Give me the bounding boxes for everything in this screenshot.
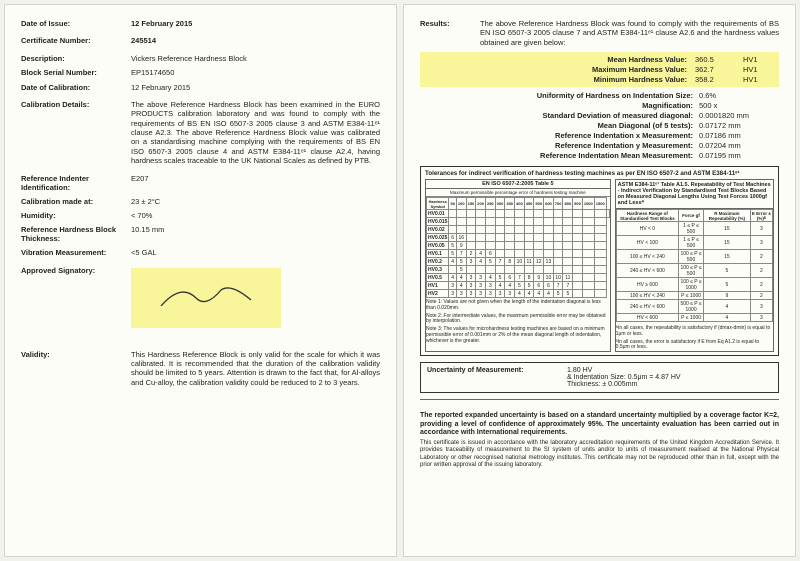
footer-bold-text: The reported expanded uncertainty is bas… — [420, 412, 779, 437]
humidity-value: < 70% — [131, 211, 380, 220]
min-hv-label: Minimum Hardness Value: — [426, 75, 687, 84]
mean-diag-label: Mean Diagonal (of 5 tests): — [420, 121, 699, 130]
date-issue-value: 12 February 2015 — [131, 19, 380, 28]
magnification-label: Magnification: — [420, 101, 699, 110]
note-a: ᴬIn all cases, the repeatability is sati… — [616, 326, 773, 338]
tolerance-table-iso: EN ISO 6507-2:2005 Table 5 Maximum permi… — [425, 179, 611, 352]
validity-value: This Hardness Reference Block is only va… — [131, 350, 380, 388]
calib-details-label: Calibration Details: — [21, 100, 131, 166]
calib-details-value: The above Reference Hardness Block has b… — [131, 100, 380, 166]
uncertainty-box: Uncertainty of Measurement:1.80 HV & Ind… — [420, 362, 779, 393]
thickness-value: 10.15 mm — [131, 225, 380, 243]
uncert-thickness: Thickness: ± 0.005mm — [567, 381, 772, 388]
date-issue-label: Date of Issue: — [21, 19, 131, 28]
max-hv-unit: HV1 — [743, 65, 773, 74]
uncert-indentation: & Indentation Size: 0.5μm = 4.87 HV — [567, 374, 772, 381]
max-hv-label: Maximum Hardness Value: — [426, 65, 687, 74]
vibration-value: <5 GAL — [131, 248, 380, 257]
refy-label: Reference Indentation y Measurement: — [420, 141, 699, 150]
vibration-label: Vibration Measurement: — [21, 248, 131, 257]
humidity-label: Humidity: — [21, 211, 131, 220]
uncert-hv: 1.80 HV — [567, 367, 772, 374]
indenter-label: Reference Indenter Identification: — [21, 174, 131, 192]
calib-at-label: Calibration made at: — [21, 197, 131, 206]
uniformity-value: 0.6% — [699, 91, 779, 100]
date-cal-label: Date of Calibration: — [21, 83, 131, 92]
refx-label: Reference Indentation x Measurement: — [420, 131, 699, 140]
mean-hv-unit: HV1 — [743, 55, 773, 64]
note-1: Note 1: Values are not given when the le… — [426, 300, 610, 312]
tolerances-title: Tolerances for indirect verification of … — [425, 170, 774, 177]
sd-value: 0.0001820 mm — [699, 111, 779, 120]
uniformity-label: Uniformity of Hardness on Indentation Si… — [420, 91, 699, 100]
iso-table-head: EN ISO 6507-2:2005 Table 5 — [426, 180, 610, 189]
serial-label: Block Serial Number: — [21, 68, 131, 77]
results-label: Results: — [420, 19, 480, 47]
sd-label: Standard Deviation of measured diagonal: — [420, 111, 699, 120]
indenter-value: E207 — [131, 174, 380, 192]
note-b: ᴮIn all cases, the error is satisfactory… — [616, 340, 773, 352]
refm-value: 0.07195 mm — [699, 151, 779, 160]
refy-value: 0.07204 mm — [699, 141, 779, 150]
thickness-label: Reference Hardness Block Thickness: — [21, 225, 131, 243]
mean-hv-value: 360.5 — [695, 55, 735, 64]
astm-table-head: ASTM E384-11ᵉ¹ Table A1.5. Repeatability… — [616, 180, 773, 209]
description-value: Vickers Reference Hardness Block — [131, 54, 380, 63]
cert-no-label: Certificate Number: — [21, 36, 131, 45]
tolerance-table-astm: ASTM E384-11ᵉ¹ Table A1.5. Repeatability… — [615, 179, 774, 352]
description-label: Description: — [21, 54, 131, 63]
calib-at-value: 23 ± 2°C — [131, 197, 380, 206]
min-hv-value: 358.2 — [695, 75, 735, 84]
serial-value: EP15174650 — [131, 68, 380, 77]
note-2: Note 2: For intermediate values, the max… — [426, 314, 610, 326]
min-hv-unit: HV1 — [743, 75, 773, 84]
results-text: The above Reference Hardness Block was f… — [480, 19, 779, 47]
validity-label: Validity: — [21, 350, 131, 388]
mean-hv-label: Mean Hardness Value: — [426, 55, 687, 64]
refm-label: Reference Indentation Mean Measurement: — [420, 151, 699, 160]
separator-line — [420, 399, 779, 400]
iso-table-sub: Maximum permissible percentage error of … — [426, 189, 610, 197]
certificate-left-page: Date of Issue:12 February 2015 Certifica… — [4, 4, 397, 557]
cert-no-value: 245514 — [131, 36, 380, 45]
tolerances-box: Tolerances for indirect verification of … — [420, 166, 779, 356]
mean-diag-value: 0.07172 mm — [699, 121, 779, 130]
date-cal-value: 12 February 2015 — [131, 83, 380, 92]
signatory-label: Approved Signatory: — [21, 266, 131, 328]
footer-small-text: This certificate is issued in accordance… — [420, 440, 779, 469]
magnification-value: 500 x — [699, 101, 779, 110]
max-hv-value: 362.7 — [695, 65, 735, 74]
certificate-right-page: Results:The above Reference Hardness Blo… — [403, 4, 796, 557]
refx-value: 0.07186 mm — [699, 131, 779, 140]
hardness-highlight-box: Mean Hardness Value: 360.5 HV1 Maximum Har… — [420, 52, 779, 87]
signature-box — [131, 268, 281, 328]
signature-icon — [151, 278, 261, 318]
note-3: Note 3: The values for microhardness tes… — [426, 327, 610, 344]
uncert-label: Uncertainty of Measurement: — [427, 367, 567, 374]
